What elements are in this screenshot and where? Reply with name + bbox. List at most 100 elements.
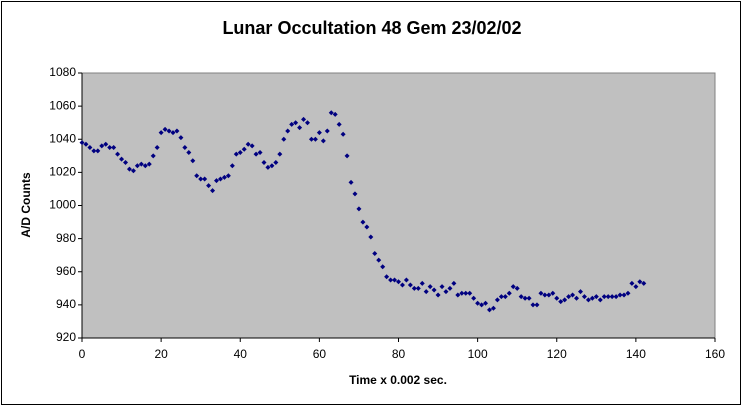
data-point [609, 294, 615, 300]
data-point [514, 285, 520, 291]
data-point [435, 292, 441, 298]
data-point [134, 163, 140, 169]
data-point [605, 294, 611, 300]
data-point [625, 290, 631, 296]
x-tick-label: 20 [154, 347, 168, 361]
data-point [154, 145, 160, 151]
data-point [577, 289, 583, 295]
data-point [289, 121, 295, 127]
data-point [447, 285, 453, 291]
data-point [217, 176, 223, 182]
y-tick-label: 960 [56, 264, 76, 278]
data-point [237, 150, 243, 155]
data-point [562, 297, 568, 303]
data-point [566, 294, 572, 300]
data-point [126, 166, 132, 172]
data-point [585, 297, 591, 303]
data-point [332, 111, 338, 117]
data-point [190, 158, 196, 164]
data-point [158, 130, 164, 136]
data-point [601, 294, 607, 300]
data-point [221, 174, 227, 180]
data-point [431, 287, 437, 293]
data-point [83, 141, 89, 147]
data-point [308, 136, 314, 142]
data-point [388, 277, 394, 283]
data-point [384, 274, 390, 280]
x-axis-label: Time x 0.002 sec. [349, 373, 447, 387]
data-point [368, 234, 374, 240]
data-point [138, 161, 144, 167]
data-point [471, 295, 477, 301]
data-point [443, 289, 449, 295]
data-point [233, 151, 239, 157]
data-point [320, 138, 326, 144]
data-point [392, 277, 398, 283]
data-point [356, 206, 362, 212]
data-point [352, 191, 358, 197]
data-point [494, 297, 500, 303]
data-point [186, 150, 192, 155]
data-point [277, 151, 283, 157]
data-point [439, 284, 445, 290]
data-point [344, 153, 350, 159]
data-point [621, 292, 627, 298]
data-point [202, 176, 208, 182]
y-tick-label: 940 [56, 297, 76, 311]
data-point [380, 264, 386, 270]
data-point [633, 284, 639, 290]
data-point [107, 145, 113, 151]
data-point [376, 257, 382, 263]
data-point [293, 120, 299, 126]
data-point [142, 163, 148, 169]
data-point [451, 280, 457, 286]
data-point [130, 168, 136, 174]
data-point [79, 140, 85, 146]
data-point [427, 284, 433, 290]
data-point [467, 290, 473, 296]
data-point [170, 130, 176, 136]
data-point [253, 151, 259, 157]
data-point [479, 302, 485, 308]
data-point [111, 145, 117, 151]
data-point [340, 131, 346, 137]
data-point [348, 179, 354, 185]
data-point [301, 116, 307, 122]
data-point [538, 290, 544, 296]
data-point [554, 295, 560, 301]
data-point [641, 280, 647, 286]
data-point [558, 299, 564, 305]
data-point [249, 143, 255, 149]
data-point [206, 183, 212, 189]
data-point [570, 292, 576, 298]
y-tick-label: 1020 [49, 165, 76, 179]
y-tick-label: 920 [56, 330, 76, 344]
data-point [285, 128, 291, 134]
data-point [265, 164, 271, 170]
data-point [225, 173, 231, 179]
data-point [617, 292, 623, 298]
data-point [119, 156, 125, 162]
data-point [95, 148, 101, 154]
data-point [629, 280, 635, 286]
data-point [490, 305, 496, 311]
data-point [455, 292, 461, 298]
data-point [423, 289, 429, 295]
data-point [526, 295, 532, 301]
data-point [305, 120, 311, 126]
data-point [312, 136, 318, 142]
data-point [316, 130, 322, 136]
x-tick-label: 140 [626, 347, 646, 361]
data-point [399, 282, 405, 288]
data-point [597, 297, 603, 303]
data-point [261, 159, 267, 165]
data-point [174, 128, 180, 134]
data-point [506, 290, 512, 296]
data-point [364, 224, 370, 230]
data-point [613, 294, 619, 300]
data-point [372, 251, 378, 257]
data-point [574, 295, 580, 301]
data-point [550, 290, 556, 296]
x-tick-label: 60 [313, 347, 327, 361]
